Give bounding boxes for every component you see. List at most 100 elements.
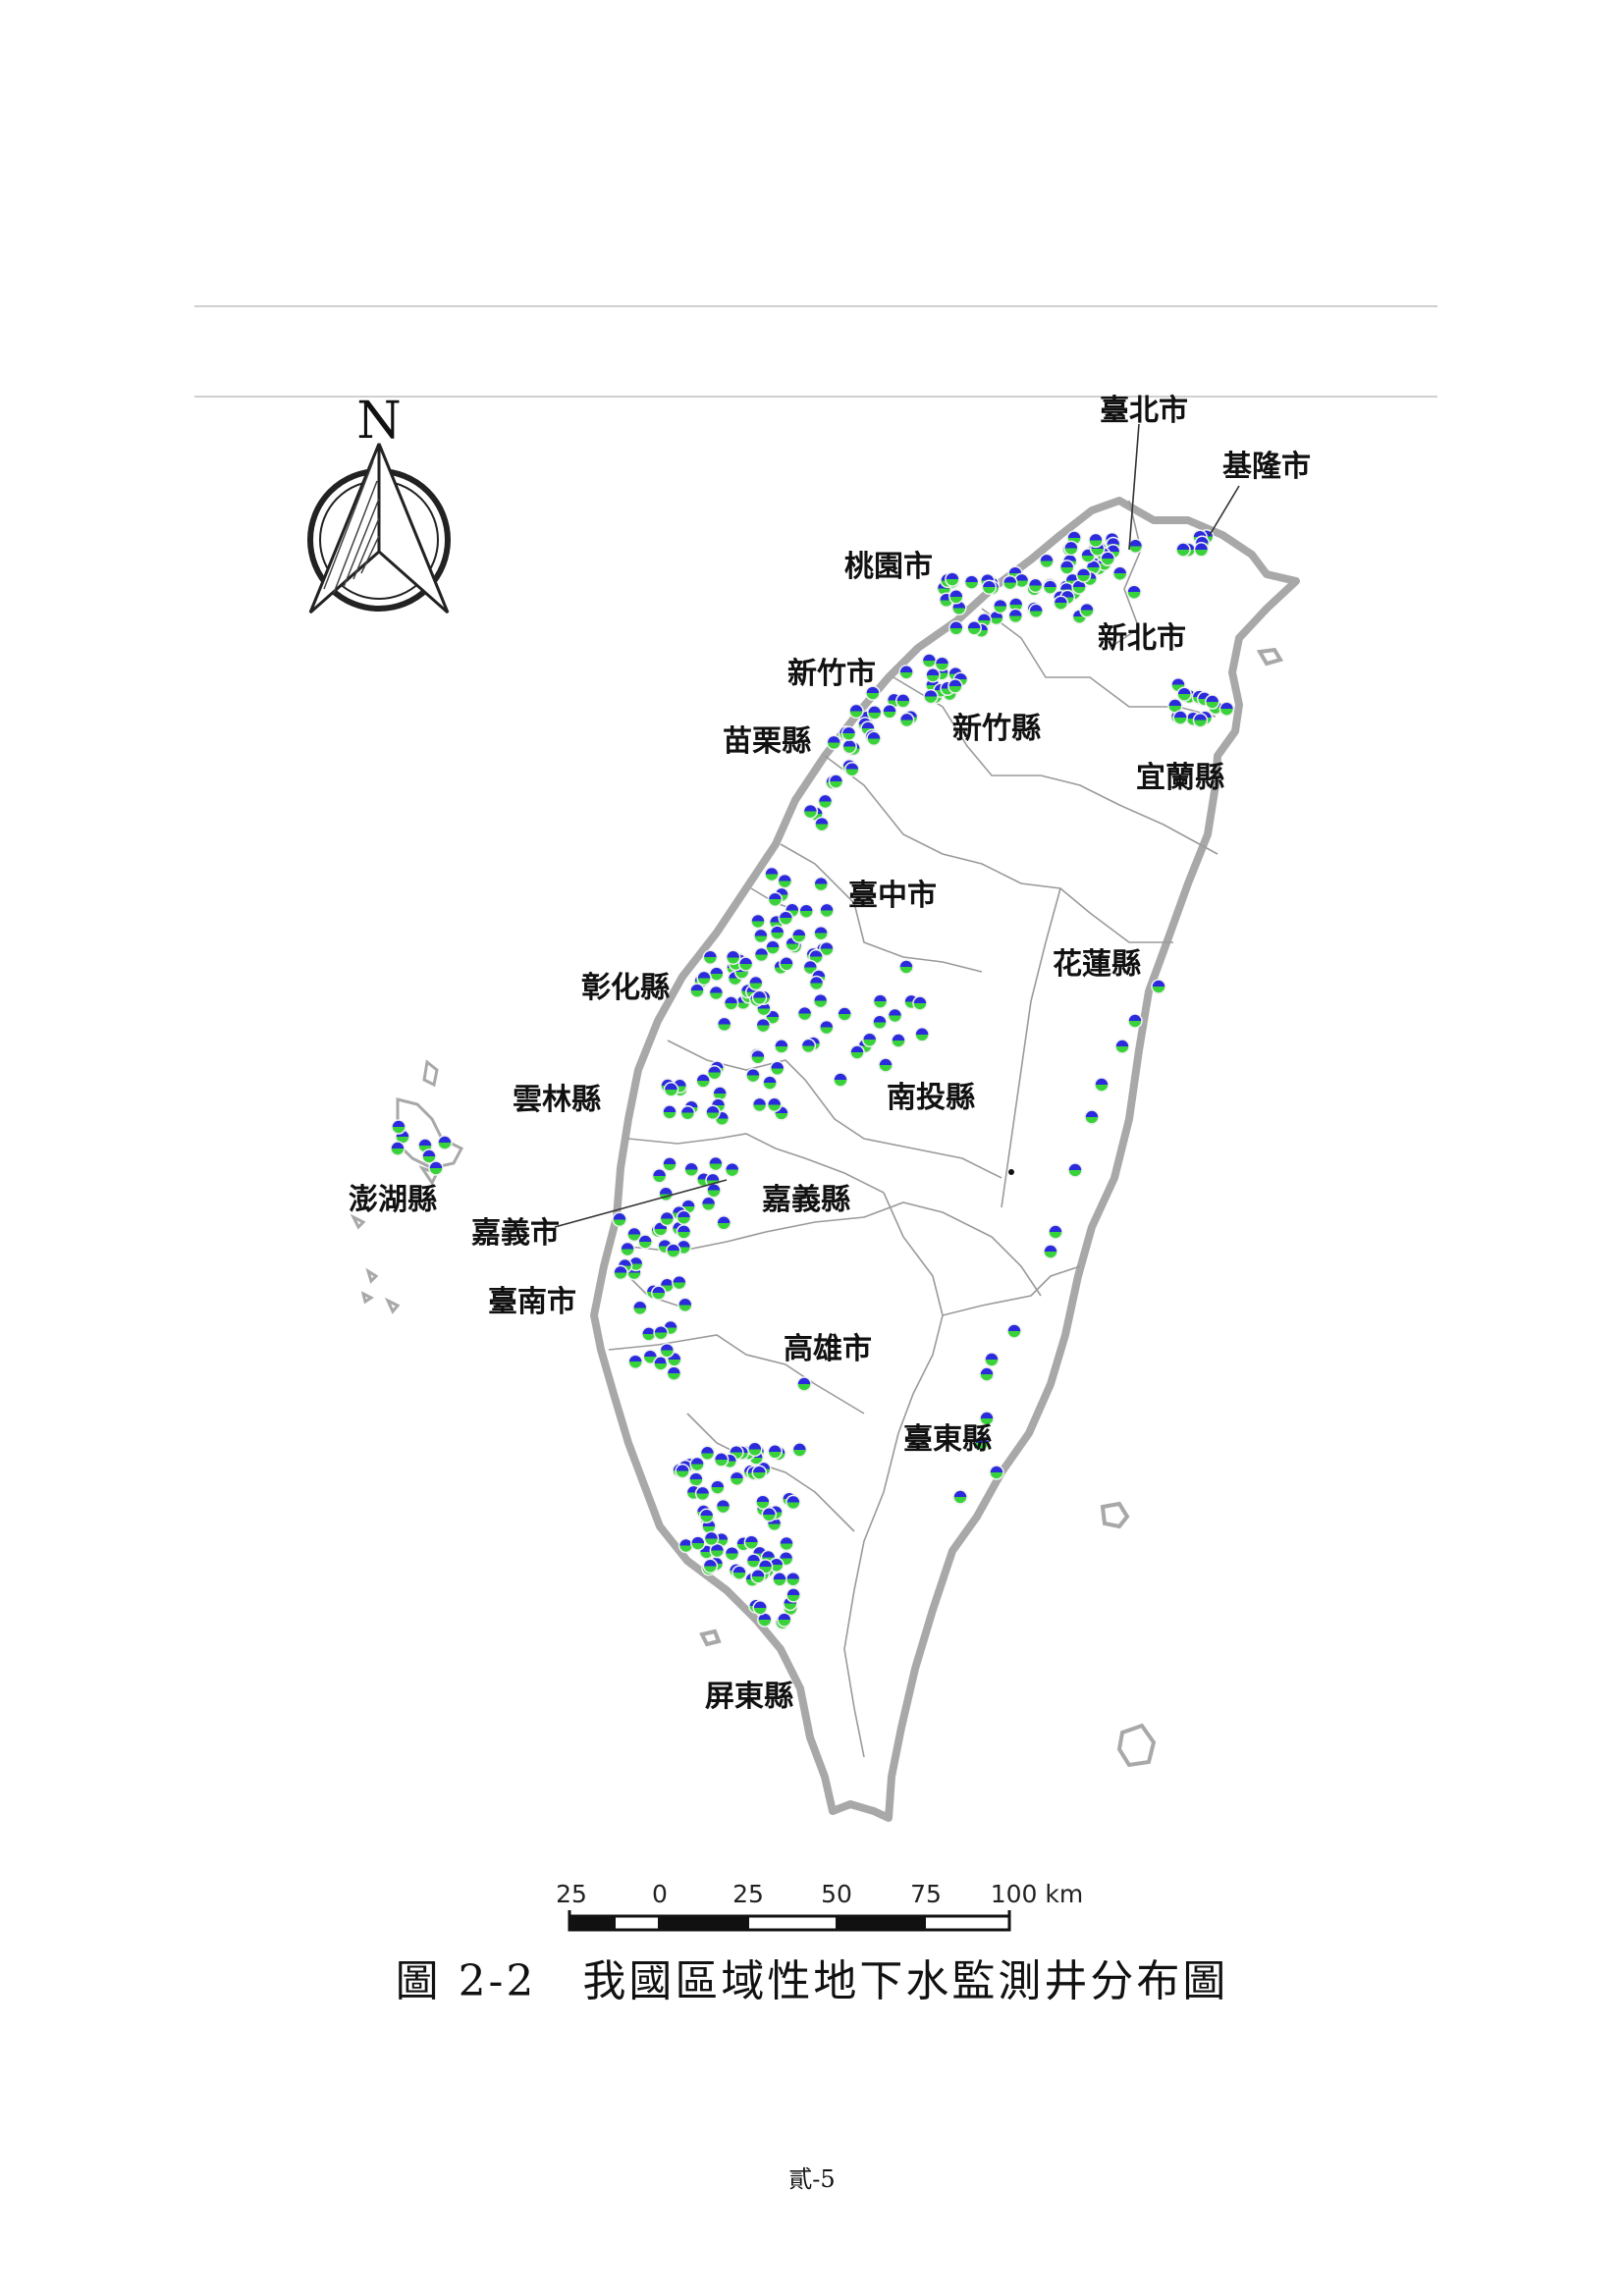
monitoring-well-marker	[777, 873, 793, 889]
monitoring-well-marker	[1204, 694, 1220, 710]
monitoring-well-marker	[666, 1365, 682, 1381]
monitoring-well-marker	[1192, 712, 1209, 728]
monitoring-well-marker	[666, 1243, 681, 1258]
label-yunlin-county: 雲林縣	[513, 1083, 601, 1117]
monitoring-well-marker	[1048, 1224, 1063, 1240]
monitoring-well-marker	[729, 1470, 745, 1486]
label-taichung-city: 臺中市	[848, 879, 937, 913]
monitoring-well-marker	[716, 1215, 731, 1231]
monitoring-well-marker	[963, 574, 980, 590]
monitoring-well-marker	[390, 1141, 406, 1156]
header-rule-bottom	[194, 396, 1437, 398]
page-number: 貳-5	[788, 2165, 836, 2193]
label-kaohsiung-city: 高雄市	[784, 1332, 872, 1366]
monitoring-well-marker	[837, 1006, 852, 1022]
monitoring-well-marker	[878, 1057, 893, 1073]
monitoring-well-marker	[785, 1587, 801, 1603]
monitoring-well-marker	[872, 993, 889, 1009]
monitoring-well-marker	[791, 1442, 808, 1458]
monitoring-well-marker	[713, 1452, 730, 1468]
monitoring-well-marker	[767, 1444, 784, 1460]
monitoring-well-marker	[709, 966, 725, 982]
monitoring-well-marker	[708, 1155, 724, 1172]
monitoring-well-marker	[921, 653, 938, 668]
monitoring-well-marker	[612, 1211, 627, 1228]
monitoring-wells	[390, 528, 1235, 1630]
monitoring-well-marker	[653, 1356, 669, 1371]
monitoring-well-marker	[898, 959, 914, 975]
label-taipei-city: 臺北市	[1100, 394, 1188, 428]
monitoring-well-marker	[989, 1465, 1004, 1480]
monitoring-well-marker	[934, 656, 950, 671]
offshore-islands	[699, 647, 1284, 1768]
monitoring-well-marker	[1067, 1162, 1083, 1178]
monitoring-well-marker	[1127, 1013, 1143, 1029]
monitoring-well-marker	[627, 1354, 643, 1369]
monitoring-well-marker	[1100, 551, 1115, 566]
monitoring-well-marker	[690, 1535, 706, 1551]
monitoring-well-marker	[844, 761, 860, 777]
monitoring-well-marker	[796, 1005, 813, 1022]
monitoring-well-marker	[865, 685, 881, 701]
monitoring-well-marker	[1084, 1109, 1100, 1125]
scale-tick-label: 0	[652, 1880, 668, 1908]
monitoring-well-marker	[632, 1300, 648, 1316]
monitoring-well-marker	[808, 975, 825, 991]
monitoring-well-marker	[706, 1182, 722, 1199]
monitoring-well-marker	[812, 992, 829, 1009]
monitoring-well-marker	[993, 598, 1008, 614]
monitoring-well-marker	[791, 928, 807, 943]
monitoring-well-marker	[766, 1096, 783, 1113]
monitoring-well-marker	[689, 1456, 705, 1472]
monitoring-well-marker	[659, 1210, 676, 1227]
monitoring-well-marker	[945, 571, 960, 587]
monitoring-well-marker	[767, 891, 784, 907]
monitoring-well-marker	[948, 589, 964, 605]
label-yilan-county: 宜蘭縣	[1136, 761, 1224, 795]
monitoring-well-marker	[651, 1168, 668, 1184]
monitoring-well-marker	[750, 1569, 766, 1584]
monitoring-well-marker	[745, 1067, 761, 1084]
monitoring-well-marker	[755, 1017, 772, 1034]
label-hsinchu-city: 新竹市	[787, 657, 876, 691]
monitoring-well-marker	[688, 1471, 704, 1487]
monitoring-well-marker	[765, 939, 781, 955]
monitoring-well-marker	[702, 1558, 719, 1575]
monitoring-well-marker	[849, 1044, 865, 1060]
scale-bar: 25 0 25 50 75 100 km	[556, 1880, 1083, 1932]
monitoring-well-marker	[1075, 567, 1092, 583]
monitoring-well-marker	[705, 1104, 721, 1121]
monitoring-well-marker	[747, 1441, 763, 1458]
monitoring-well-marker	[677, 1297, 693, 1313]
monitoring-well-marker	[800, 1038, 817, 1054]
north-arrow-icon: N	[307, 392, 451, 614]
monitoring-well-marker	[620, 1241, 635, 1257]
monitoring-well-marker	[662, 1104, 677, 1120]
monitoring-well-marker	[1127, 538, 1144, 555]
monitoring-well-marker	[391, 1119, 406, 1135]
monitoring-well-marker	[637, 1234, 653, 1250]
monitoring-well-marker	[802, 959, 819, 976]
monitoring-well-marker	[1006, 1323, 1022, 1339]
label-tainan-city: 臺南市	[488, 1285, 576, 1319]
monitoring-well-marker	[752, 1600, 768, 1616]
scale-tick-label: 75	[910, 1880, 942, 1908]
monitoring-well-marker	[841, 738, 857, 755]
label-leader-lines	[554, 423, 1240, 1228]
monitoring-well-marker	[914, 1027, 930, 1042]
monitoring-well-marker	[658, 1186, 674, 1202]
scale-tick-label: 25	[732, 1880, 764, 1908]
monitoring-well-marker	[651, 1285, 667, 1301]
monitoring-well-marker	[437, 1135, 453, 1150]
monitoring-well-marker	[750, 1048, 766, 1065]
label-new-taipei-city: 新北市	[1098, 621, 1186, 656]
monitoring-well-marker	[710, 1479, 726, 1495]
monitoring-well-marker	[1027, 577, 1044, 594]
monitoring-well-marker	[947, 678, 963, 694]
monitoring-well-marker	[1028, 603, 1044, 619]
north-label: N	[356, 392, 402, 451]
monitoring-well-marker	[1088, 532, 1104, 549]
monitoring-well-marker	[952, 1489, 968, 1505]
monitoring-well-marker	[979, 1411, 995, 1426]
